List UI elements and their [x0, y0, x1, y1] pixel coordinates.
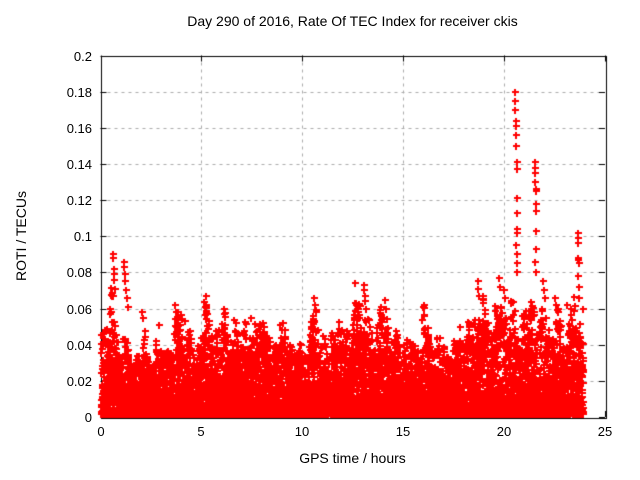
y-tick-label: 0.2	[73, 49, 92, 64]
y-tick-label: 0.14	[66, 157, 92, 172]
y-axis-label: ROTI / TECUs	[13, 191, 29, 281]
y-tick-label: 0.16	[66, 121, 92, 136]
y-tick-label: 0.12	[66, 193, 92, 208]
x-tick-label: 10	[294, 424, 310, 439]
chart-title: Day 290 of 2016, Rate Of TEC Index for r…	[187, 13, 518, 29]
x-tick-label: 20	[496, 424, 512, 439]
x-tick-label: 25	[597, 424, 613, 439]
y-tick-label: 0.18	[66, 85, 92, 100]
y-tick-label: 0.04	[66, 338, 92, 353]
y-tick-label: 0.08	[66, 265, 92, 280]
y-tick-label: 0.1	[73, 229, 92, 244]
y-tick-label: 0.06	[66, 302, 92, 317]
x-tick-label: 5	[197, 424, 205, 439]
y-tick-label: 0	[84, 410, 92, 425]
x-axis-label: GPS time / hours	[299, 450, 406, 466]
y-tick-label: 0.02	[66, 374, 92, 389]
x-tick-label: 15	[395, 424, 411, 439]
x-tick-label: 0	[97, 424, 105, 439]
